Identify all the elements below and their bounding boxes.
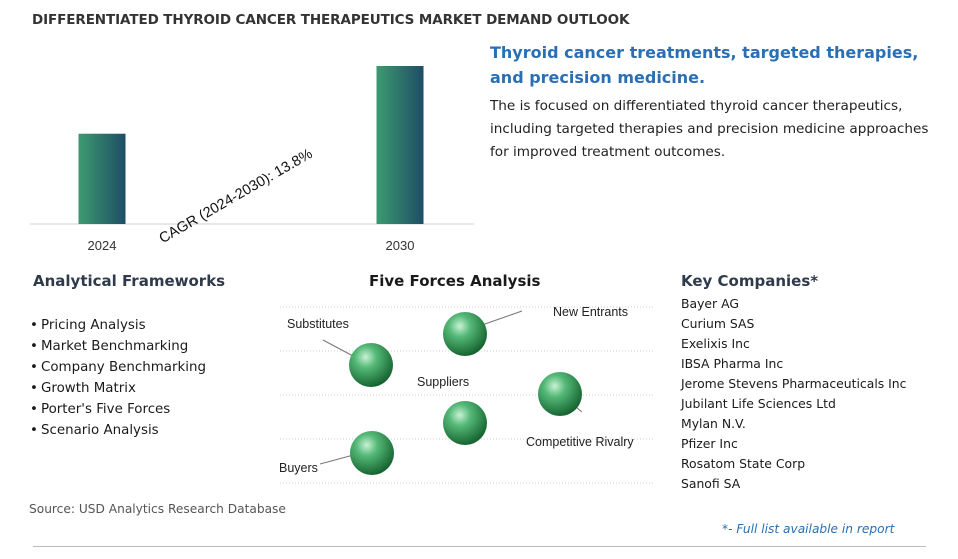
company-item: Exelixis Inc xyxy=(681,336,750,351)
framework-item: Growth Matrix xyxy=(30,378,206,399)
demand-bar-chart: 2024 2030 CAGR (2024-2030): 13.8% xyxy=(30,66,474,253)
frameworks-list: Pricing Analysis Market Benchmarking Com… xyxy=(30,315,206,441)
company-item: Rosatom State Corp xyxy=(681,456,806,471)
suppliers-label: Suppliers xyxy=(417,375,469,389)
suppliers-sphere xyxy=(443,401,487,445)
framework-item: Porter's Five Forces xyxy=(30,399,206,420)
description: The is focused on differentiated thyroid… xyxy=(490,98,929,160)
full-list-footnote: *- Full list available in report xyxy=(722,522,895,536)
x-tick-label: 2024 xyxy=(88,238,117,253)
buyers-sphere xyxy=(350,431,394,475)
company-item: Curium SAS xyxy=(681,316,755,331)
bar-2030 xyxy=(376,66,424,224)
company-item: Jerome Stevens Pharmaceuticals Inc xyxy=(681,376,907,391)
substitutes-sphere xyxy=(349,343,393,387)
company-item: Mylan N.V. xyxy=(681,416,746,431)
five-forces-heading: Five Forces Analysis xyxy=(369,272,541,290)
framework-item: Scenario Analysis xyxy=(30,420,206,441)
company-item: Sanofi SA xyxy=(681,476,741,491)
competitive-rivalry-label: Competitive Rivalry xyxy=(526,435,634,449)
key-companies-heading: Key Companies* xyxy=(681,272,819,290)
new-entrants-sphere xyxy=(443,312,487,356)
competitive-rivalry-sphere xyxy=(538,372,582,416)
source-note: Source: USD Analytics Research Database xyxy=(29,502,286,516)
bottom-divider xyxy=(33,546,926,547)
x-tick-label: 2030 xyxy=(386,238,415,253)
substitutes-label: Substitutes xyxy=(287,317,349,331)
framework-item: Pricing Analysis xyxy=(30,315,206,336)
five-forces-diagram: New Entrants Substitutes Suppliers Compe… xyxy=(279,305,655,484)
company-item: Pfizer Inc xyxy=(681,436,738,451)
buyers-label: Buyers xyxy=(279,461,318,475)
cagr-annotation: CAGR (2024-2030): 13.8% xyxy=(157,146,316,247)
company-item: IBSA Pharma Inc xyxy=(681,356,784,371)
framework-item: Market Benchmarking xyxy=(30,336,206,357)
company-item: Jubilant Life Sciences Ltd xyxy=(681,396,836,411)
page-title: DIFFERENTIATED THYROID CANCER THERAPEUTI… xyxy=(32,12,630,28)
new-entrants-label: New Entrants xyxy=(553,305,628,319)
framework-item: Company Benchmarking xyxy=(30,357,206,378)
headline: Thyroid cancer treatments, targeted ther… xyxy=(490,43,919,87)
companies-list: Bayer AG Curium SAS Exelixis Inc IBSA Ph… xyxy=(681,294,906,494)
company-item: Bayer AG xyxy=(681,296,739,311)
bar-2024 xyxy=(78,133,126,224)
frameworks-heading: Analytical Frameworks xyxy=(33,272,226,290)
